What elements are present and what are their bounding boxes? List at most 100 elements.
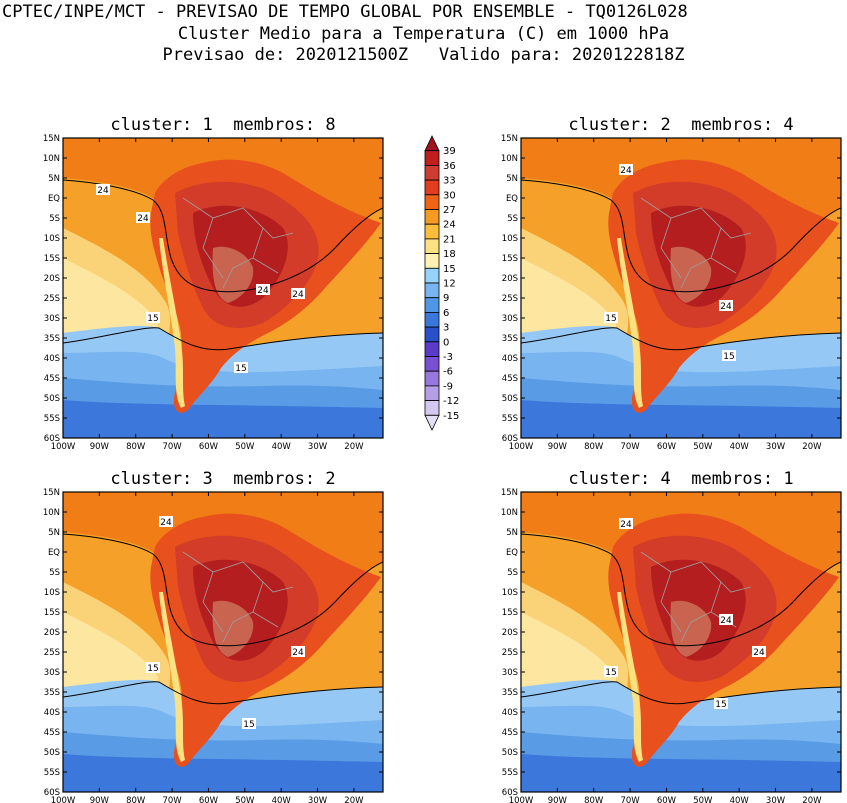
lat-tick-label: 10S — [502, 588, 518, 598]
lat-tick-label: 15S — [44, 254, 60, 264]
lon-tick-label: 60W — [657, 796, 677, 803]
colorbar-swatch — [424, 414, 440, 431]
map-panel-1: 24 24 24 24 15 15 15N 10N 5N EQ 5S 10S 15S 20S 25S 30S 3… — [43, 134, 384, 452]
lon-tick-label: 80W — [584, 796, 604, 803]
contour-label: 15 — [146, 662, 160, 674]
colorbar-swatch — [424, 223, 440, 240]
lon-tick-label: 40W — [272, 796, 292, 803]
lon-tick-label: 70W — [620, 796, 640, 803]
lat-tick-label: 55S — [44, 414, 60, 424]
lon-tick-label: 50W — [693, 442, 713, 452]
lat-tick-label: 25S — [44, 294, 60, 304]
lat-tick-label: 35S — [502, 688, 518, 698]
colorbar-label: 3 — [443, 323, 449, 334]
svg-text:24: 24 — [720, 616, 732, 626]
lat-tick-label: EQ — [506, 548, 518, 558]
svg-text:24: 24 — [620, 520, 632, 530]
temperature-field — [521, 138, 841, 438]
colorbar-label: 18 — [443, 249, 456, 260]
lon-tick-label: 70W — [162, 442, 182, 452]
map-panel-2: 24 24 15 15 15N 10N 5N EQ 5S 10S 15S 20S 25S 30S 35S 40… — [501, 134, 842, 452]
map-frame — [62, 137, 384, 439]
colorbar-swatch — [424, 150, 440, 166]
colorbar-label: 9 — [443, 293, 449, 304]
contour-label: 24 — [719, 614, 733, 626]
svg-text:24: 24 — [292, 290, 304, 300]
lon-tick-label: 70W — [620, 442, 640, 452]
svg-text:15: 15 — [605, 314, 616, 324]
lon-tick-label: 50W — [235, 796, 255, 803]
lon-tick-label: 40W — [272, 442, 292, 452]
lat-tick-label: 5N — [506, 528, 518, 538]
lat-tick-label: 15N — [43, 134, 60, 144]
lat-tick-label: 10S — [44, 588, 60, 598]
svg-text:15: 15 — [147, 314, 158, 324]
lon-tick-label: 30W — [308, 442, 328, 452]
contour-label: 15 — [722, 350, 736, 362]
colorbar-swatch — [424, 341, 440, 357]
lon-tick-label: 100W — [51, 796, 76, 803]
lon-tick-label: 50W — [235, 442, 255, 452]
lat-tick-label: 5N — [506, 174, 518, 184]
contour-label: 24 — [291, 646, 305, 658]
contour-label: 24 — [719, 300, 733, 312]
colorbar-swatch — [424, 209, 440, 225]
lat-tick-label: 45S — [44, 374, 60, 384]
lat-tick-label: 35S — [502, 334, 518, 344]
lat-tick-label: 25S — [502, 294, 518, 304]
lat-tick-label: 15N — [43, 488, 60, 498]
colorbar-label: -12 — [443, 396, 459, 407]
colorbar-label: -3 — [443, 352, 453, 363]
lon-tick-label: 100W — [509, 796, 534, 803]
lat-tick-label: 20S — [502, 628, 518, 638]
lat-tick-label: 25S — [44, 648, 60, 658]
lat-tick-label: 10N — [43, 508, 60, 518]
lon-tick-label: 30W — [766, 796, 786, 803]
lon-tick-label: 20W — [802, 796, 822, 803]
lat-tick-label: 15N — [501, 134, 518, 144]
lon-tick-label: 50W — [693, 796, 713, 803]
lat-tick-label: 15S — [44, 608, 60, 618]
svg-text:24: 24 — [137, 214, 149, 224]
temperature-field — [63, 138, 383, 438]
colorbar-swatch — [424, 267, 440, 284]
contour-label: 24 — [619, 518, 633, 530]
lat-tick-label: 20S — [44, 628, 60, 638]
svg-text:15: 15 — [235, 364, 246, 374]
south-america-map — [521, 492, 841, 792]
lat-tick-label: 30S — [502, 668, 518, 678]
lat-tick-label: 10S — [502, 234, 518, 244]
svg-text:24: 24 — [160, 518, 172, 528]
svg-text:15: 15 — [715, 700, 726, 710]
colorbar-label: -9 — [443, 381, 453, 392]
lat-tick-label: 45S — [44, 728, 60, 738]
colorbar-label: 15 — [443, 264, 456, 275]
lat-tick-label: 60S — [502, 788, 518, 798]
colorbar-label: 33 — [443, 176, 456, 187]
lat-tick-label: 20S — [44, 274, 60, 284]
lon-tick-label: 30W — [766, 442, 786, 452]
lon-tick-label: 90W — [548, 796, 568, 803]
lon-tick-label: 60W — [199, 796, 219, 803]
lon-tick-label: 40W — [730, 796, 750, 803]
map-frame — [520, 491, 842, 793]
colorbar-swatch — [424, 194, 440, 210]
svg-text:24: 24 — [720, 302, 732, 312]
svg-text:15: 15 — [605, 668, 616, 678]
lat-tick-label: 5N — [48, 174, 60, 184]
colorbar-label: 12 — [443, 279, 456, 290]
lat-tick-label: 10S — [44, 234, 60, 244]
lat-tick-label: 10N — [501, 508, 518, 518]
lon-tick-label: 30W — [308, 796, 328, 803]
lon-tick-label: 20W — [802, 442, 822, 452]
lat-tick-label: 5N — [48, 528, 60, 538]
contour-label: 24 — [619, 164, 633, 176]
header-title-line3: Previsao de: 2020121500Z Valido para: 20… — [162, 45, 685, 65]
svg-text:24: 24 — [257, 286, 269, 296]
lat-tick-label: 5S — [49, 568, 60, 578]
lat-tick-label: 35S — [44, 688, 60, 698]
lat-tick-label: 60S — [44, 434, 60, 444]
svg-text:24: 24 — [753, 648, 765, 658]
